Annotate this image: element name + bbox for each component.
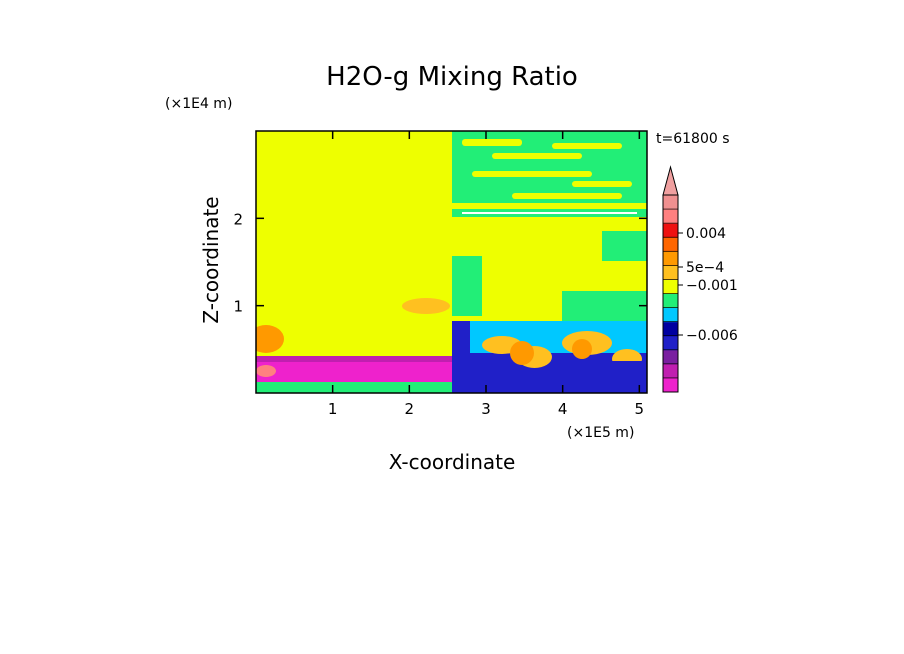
- colorbar-label: −0.006: [686, 328, 738, 344]
- dry-edge: [452, 321, 470, 393]
- boundary-layer-top: [256, 356, 452, 362]
- colorbar-swatch: [663, 321, 678, 337]
- colorbar-swatch: [663, 237, 678, 252]
- colorbar: 0.004 5e−4 −0.001 −0.006: [662, 165, 738, 393]
- colorbar-swatch: [663, 363, 678, 379]
- moist-patch: [562, 291, 647, 321]
- moist-patch: [602, 231, 647, 261]
- x-tick-label: 1: [328, 400, 338, 418]
- y-axis-title: Z-coordinate: [199, 196, 223, 323]
- boundary-layer: [256, 362, 452, 382]
- moisture-streak: [492, 153, 582, 159]
- left-edge-blob: [256, 325, 284, 353]
- moisture-streak: [552, 143, 622, 149]
- warm-core: [572, 339, 592, 359]
- mixing-ratio-field: [256, 131, 647, 393]
- y-scale-label: (×1E4 m): [165, 96, 232, 112]
- x-axis-title: X-coordinate: [389, 450, 516, 474]
- chart-title: H2O-g Mixing Ratio: [326, 62, 578, 92]
- colorbar-swatch: [663, 335, 678, 351]
- moisture-streak: [462, 139, 522, 146]
- colorbar-swatch: [663, 377, 678, 393]
- left-edge-blob: [256, 365, 276, 377]
- colorbar-swatch: [663, 251, 678, 266]
- colorbar-swatch: [663, 279, 678, 294]
- colorbar-swatch: [663, 195, 678, 210]
- colorbar-swatch: [663, 223, 678, 238]
- x-axis: 1 2 3 4 5: [328, 131, 644, 418]
- x-tick-label: 2: [405, 400, 415, 418]
- y-tick-label: 1: [233, 298, 243, 316]
- moisture-streak: [572, 181, 632, 187]
- surface-layer: [256, 382, 452, 393]
- colorbar-extend-arrow: [662, 165, 679, 196]
- colorbar-swatch: [663, 307, 678, 323]
- warm-blob: [402, 298, 450, 314]
- white-streak: [462, 212, 637, 214]
- colorbar-label: 5e−4: [686, 260, 724, 276]
- colorbar-label: 0.004: [686, 226, 726, 242]
- colorbar-frame: [662, 194, 679, 393]
- colorbar-swatch: [663, 209, 678, 224]
- moist-patch: [452, 256, 482, 316]
- x-tick-label: 5: [635, 400, 645, 418]
- x-tick-label: 4: [558, 400, 568, 418]
- colorbar-swatch: [663, 293, 678, 309]
- moisture-streak: [472, 171, 592, 177]
- time-label: t=61800 s: [656, 131, 730, 147]
- plot-frame: [255, 130, 648, 394]
- purple-patch: [602, 361, 647, 386]
- y-axis: 12: [233, 210, 647, 316]
- y-tick-label: 2: [233, 210, 243, 228]
- warm-core: [510, 341, 534, 365]
- colorbar-swatch: [663, 265, 678, 280]
- moisture-streak: [512, 193, 622, 199]
- colorbar-label: −0.001: [686, 278, 738, 294]
- x-scale-label: (×1E5 m): [567, 425, 634, 441]
- colorbar-swatch: [663, 349, 678, 365]
- x-tick-label: 3: [481, 400, 491, 418]
